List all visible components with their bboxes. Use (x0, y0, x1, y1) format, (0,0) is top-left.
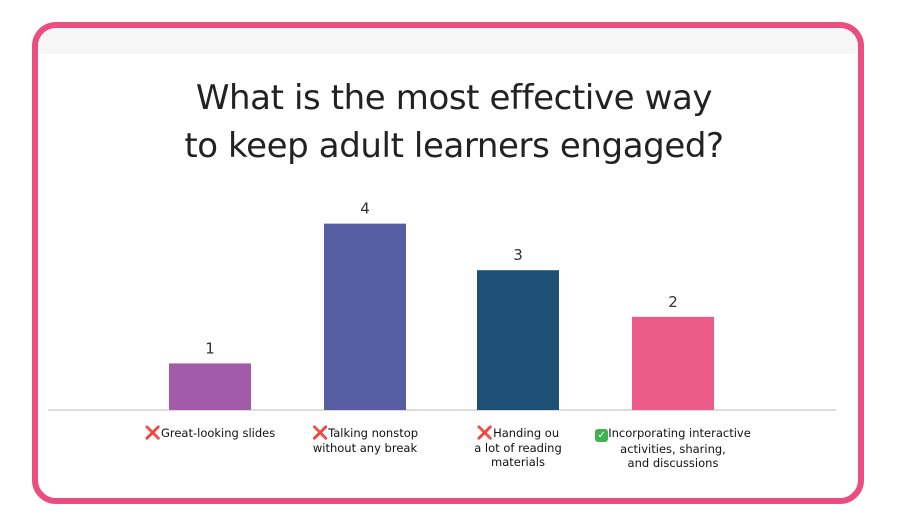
bar-3 (477, 270, 559, 410)
category-label-line: activities, sharing, (578, 442, 768, 456)
category-label-line: and discussions (578, 456, 768, 470)
cross-icon: ❌ (312, 426, 328, 441)
check-icon: ✓ (595, 429, 608, 442)
data-label-3: 3 (513, 246, 523, 264)
bar-4 (632, 317, 714, 410)
cross-icon: ❌ (145, 426, 161, 441)
data-label-1: 1 (205, 339, 215, 357)
cross-icon: ❌ (477, 426, 493, 441)
bar-1 (169, 363, 251, 410)
card-frame: What is the most effective way to keep a… (32, 22, 864, 504)
data-label-2: 4 (360, 200, 370, 218)
category-label-line: ✓ Incorporating interactive (578, 426, 768, 442)
data-label-4: 2 (668, 293, 678, 311)
category-label-4: ✓ Incorporating interactive activities, sh… (578, 426, 768, 470)
bar-2 (324, 224, 406, 410)
